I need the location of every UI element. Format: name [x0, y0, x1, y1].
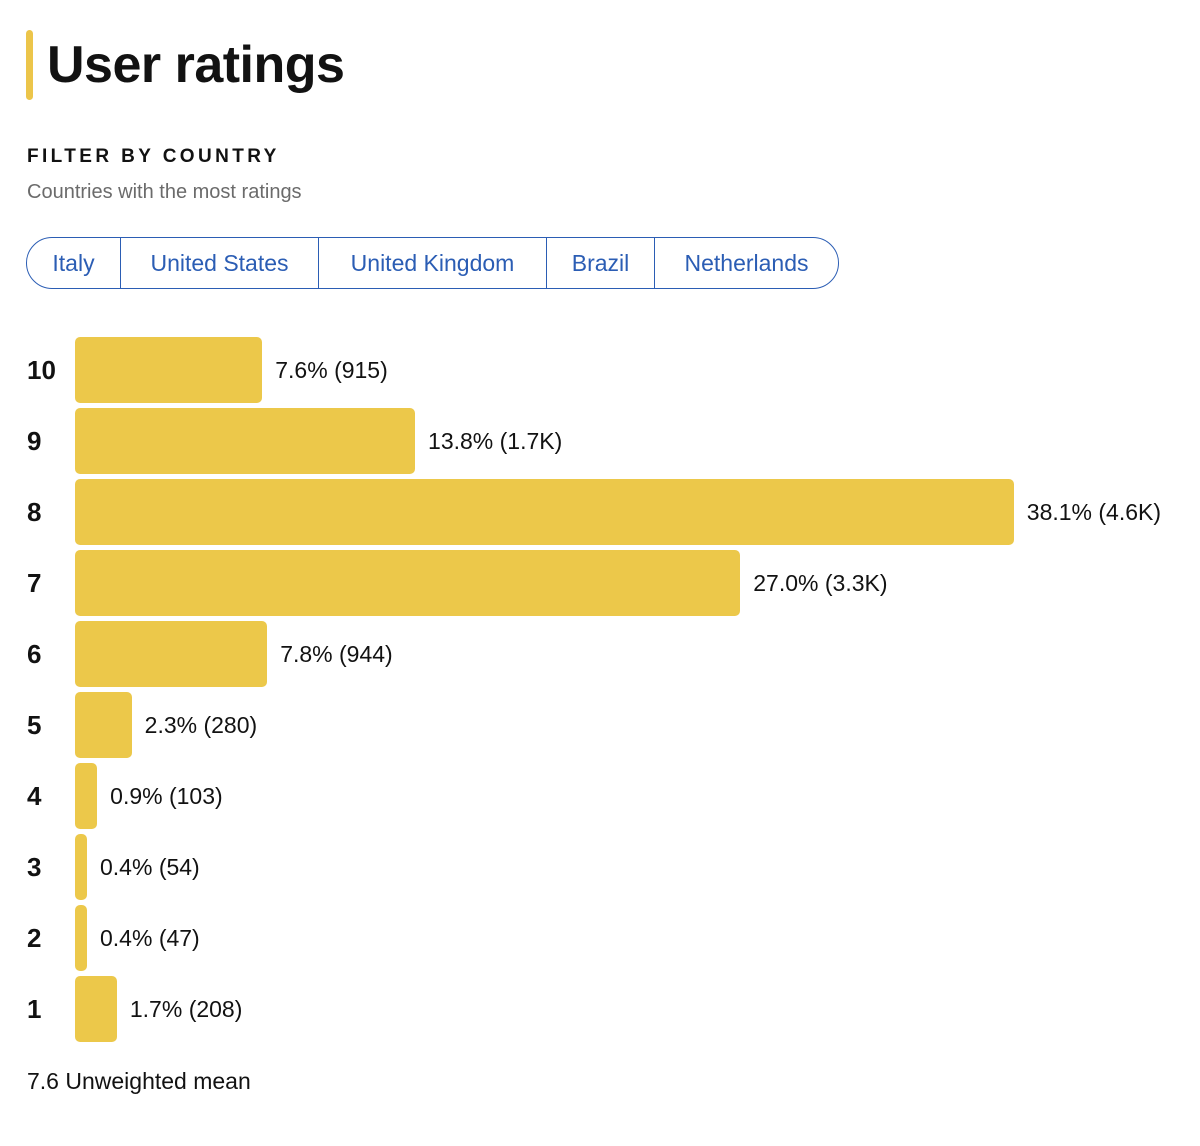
rating-label-9: 9 [27, 426, 42, 456]
country-filter-brazil[interactable]: Brazil [546, 238, 654, 288]
filter-heading: FILTER BY COUNTRY [27, 146, 280, 167]
rating-row-8: 8 38.1% (4.6K) [0, 479, 1200, 545]
country-filter-united-kingdom[interactable]: United Kingdom [318, 238, 546, 288]
rating-bar-10 [75, 337, 263, 403]
country-filter-italy[interactable]: Italy [52, 249, 95, 276]
rating-bar-1 [75, 976, 117, 1042]
rating-label-5: 5 [27, 710, 42, 740]
rating-row-9: 9 13.8% (1.7K) [0, 408, 1200, 474]
rating-value-4: 0.9% (103) [110, 783, 223, 809]
rating-row-10: 10 7.6% (915) [0, 337, 1200, 403]
rating-value-1: 1.7% (208) [129, 996, 243, 1022]
rating-row-4: 4 0.9% (103) [0, 763, 1200, 829]
country-filter-netherlands[interactable]: Netherlands [654, 238, 838, 288]
title-accent-bar [26, 30, 33, 100]
rating-label-7: 7 [27, 568, 42, 598]
rating-row-5: 5 2.3% (280) [0, 692, 1200, 758]
rating-label-1: 1 [27, 994, 42, 1024]
rating-label-4: 4 [27, 781, 42, 811]
rating-label-6: 6 [27, 639, 42, 669]
rating-row-3: 3 0.4% (54) [0, 834, 1200, 900]
rating-bar-9 [75, 408, 416, 474]
rating-label-3: 3 [27, 852, 42, 882]
rating-row-1: 1 1.7% (208) [0, 976, 1200, 1042]
page-header: User ratings [26, 30, 345, 100]
unweighted-mean: 7.6 Unweighted mean [27, 1068, 251, 1094]
rating-value-7: 27.0% (3.3K) [753, 570, 888, 596]
rating-label-2: 2 [27, 923, 42, 953]
country-filter-united-states[interactable]: United States [120, 238, 318, 288]
rating-value-3: 0.4% (54) [100, 854, 200, 880]
rating-label-8: 8 [27, 497, 42, 527]
rating-bar-4 [75, 763, 98, 829]
rating-row-2: 2 0.4% (47) [0, 905, 1200, 971]
ratings-bar-chart: 10 7.6% (915) 9 13.8% (1.7K) 8 38.1% (4.6K) 7 2… [0, 337, 1200, 1047]
rating-bar-8 [75, 479, 1014, 545]
rating-bar-5 [75, 692, 132, 758]
filter-subtitle: Countries with the most ratings [27, 181, 302, 203]
rating-bar-2 [75, 905, 87, 971]
rating-value-10: 7.6% (915) [275, 357, 388, 383]
rating-bar-7 [75, 550, 741, 616]
rating-row-7: 7 27.0% (3.3K) [0, 550, 1200, 616]
rating-label-10: 10 [27, 355, 56, 385]
rating-value-5: 2.3% (280) [144, 712, 258, 738]
rating-bar-3 [75, 834, 87, 900]
rating-value-9: 13.8% (1.7K) [428, 428, 563, 454]
rating-row-6: 6 7.8% (944) [0, 621, 1200, 687]
rating-value-8: 38.1% (4.6K) [1026, 499, 1162, 525]
rating-value-2: 0.4% (47) [100, 925, 200, 951]
rating-value-6: 7.8% (944) [280, 641, 393, 667]
country-filter-group: Italy United States United Kingdom Brazi… [26, 237, 839, 289]
rating-bar-6 [75, 621, 268, 687]
page-title: User ratings [47, 36, 345, 94]
